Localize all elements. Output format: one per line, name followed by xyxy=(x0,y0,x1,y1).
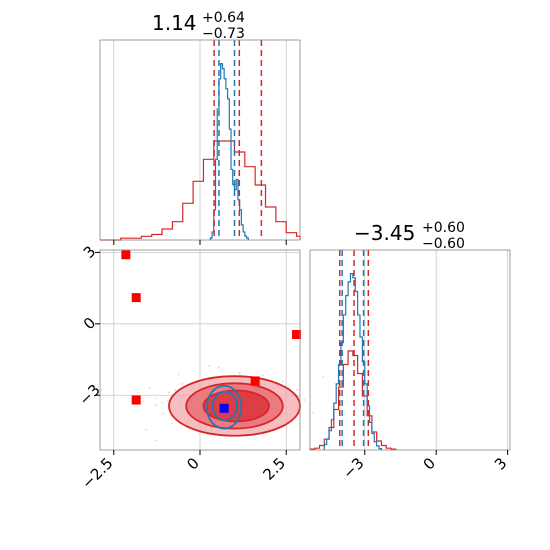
title-param2-value: −3.45 xyxy=(354,221,415,245)
sample-point xyxy=(166,400,169,402)
sample-point xyxy=(288,386,291,389)
sample-marker xyxy=(292,330,302,340)
sample-point xyxy=(155,404,157,407)
sample-point xyxy=(312,411,315,414)
sample-point xyxy=(238,372,241,375)
contour-level xyxy=(205,384,243,430)
title-param2-upper: +0.60 xyxy=(422,220,465,236)
y-tick-label: −3 xyxy=(75,381,103,409)
sample-point xyxy=(167,391,170,394)
sample-point xyxy=(154,439,157,442)
sample-point xyxy=(303,399,306,401)
sample-point xyxy=(174,389,177,391)
sample-point xyxy=(155,397,158,400)
histogram-series xyxy=(100,140,301,241)
histogram-series xyxy=(209,63,249,240)
title-param2-lower: −0.60 xyxy=(422,236,465,252)
title-param1: 1.14 +0.64 −0.73 xyxy=(152,10,245,42)
sample-point xyxy=(149,386,151,389)
sample-point xyxy=(296,389,299,391)
sample-point xyxy=(208,364,210,367)
sample-point xyxy=(137,391,139,394)
sample-point xyxy=(162,412,165,415)
sample-point xyxy=(181,382,184,385)
sample-marker xyxy=(131,293,141,303)
sample-point xyxy=(281,380,284,383)
title-param2: −3.45 +0.60 −0.60 xyxy=(354,220,465,252)
sample-point xyxy=(262,374,264,377)
sample-point xyxy=(171,422,173,425)
contour-level xyxy=(211,390,238,422)
x-tick-label: 3 xyxy=(491,454,510,473)
sample-point xyxy=(145,428,147,431)
sample-marker xyxy=(121,250,131,260)
title-param1-value: 1.14 xyxy=(152,11,197,35)
x-tick-label: 2.5 xyxy=(259,454,289,484)
sample-point xyxy=(217,366,220,369)
sample-marker xyxy=(250,376,260,386)
marginal-histogram-param2: −3 0 3 xyxy=(309,249,511,482)
histogram-series xyxy=(323,273,383,450)
sample-point xyxy=(322,376,325,378)
x-tick-label: 0 xyxy=(420,454,439,473)
sample-marker xyxy=(219,403,229,413)
x-tick-label: 0 xyxy=(183,454,202,473)
x-tick-label: −2.5 xyxy=(78,454,116,492)
title-param1-upper: +0.64 xyxy=(202,10,245,26)
panel-frame xyxy=(309,249,511,451)
marginal-histogram-param1 xyxy=(99,39,301,245)
histogram-series xyxy=(309,350,397,450)
sample-point xyxy=(177,373,180,376)
sample-marker xyxy=(131,395,141,405)
x-tick-label: −3 xyxy=(339,454,367,482)
title-param1-lower: −0.73 xyxy=(202,26,245,42)
sample-point xyxy=(100,389,102,391)
joint-contour-panel: −2.5 0 2.5−303 xyxy=(75,242,325,493)
sample-point xyxy=(161,401,163,404)
